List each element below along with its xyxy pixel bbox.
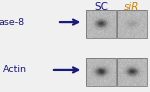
Text: ase-8: ase-8 [0,18,25,27]
Text: SC: SC [94,2,108,12]
Text: Actin: Actin [3,65,27,74]
Bar [86,58,116,86]
Bar [86,10,116,38]
Text: siR: siR [124,2,140,12]
Bar [117,10,147,38]
Bar [117,58,147,86]
